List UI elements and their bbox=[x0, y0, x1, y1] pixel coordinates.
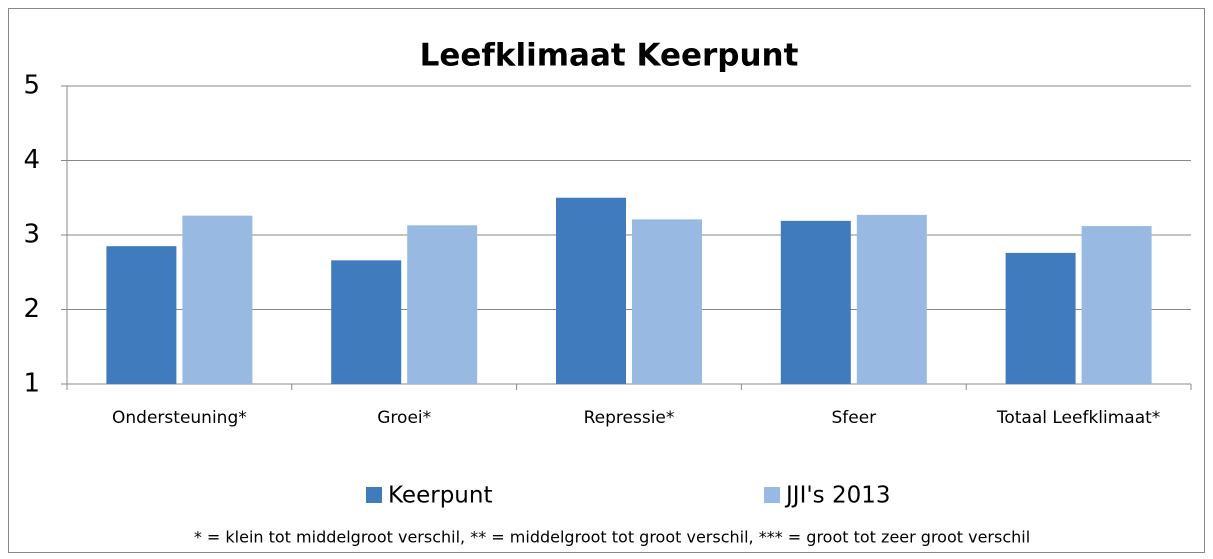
bar bbox=[1081, 226, 1152, 384]
bar bbox=[182, 215, 253, 384]
y-tick-label: 4 bbox=[23, 145, 40, 175]
bar bbox=[331, 260, 402, 384]
legend-label: JJI's 2013 bbox=[784, 483, 891, 509]
x-tick-label: Repressie* bbox=[584, 408, 675, 428]
bar bbox=[556, 197, 626, 384]
bar bbox=[407, 225, 478, 384]
x-tick-label: Ondersteuning* bbox=[112, 408, 247, 428]
chart-title: Leefklimaat Keerpunt bbox=[420, 38, 799, 74]
x-tick-label: Totaal Leefklimaat* bbox=[996, 408, 1160, 428]
legend-swatch bbox=[764, 487, 780, 503]
bar bbox=[780, 220, 851, 384]
y-tick-label: 2 bbox=[23, 294, 40, 324]
y-tick-label: 3 bbox=[23, 220, 40, 250]
bar bbox=[632, 219, 702, 384]
x-tick-label: Sfeer bbox=[831, 408, 876, 428]
legend-label: Keerpunt bbox=[388, 483, 492, 509]
bar bbox=[1005, 252, 1076, 384]
bar bbox=[856, 214, 927, 384]
bar bbox=[106, 246, 177, 384]
legend-swatch bbox=[366, 487, 382, 503]
y-tick-label: 5 bbox=[23, 71, 40, 101]
footnote: * = klein tot middelgroot verschil, ** =… bbox=[194, 528, 1030, 547]
x-tick-label: Groei* bbox=[377, 408, 431, 428]
y-tick-label: 1 bbox=[23, 369, 40, 399]
